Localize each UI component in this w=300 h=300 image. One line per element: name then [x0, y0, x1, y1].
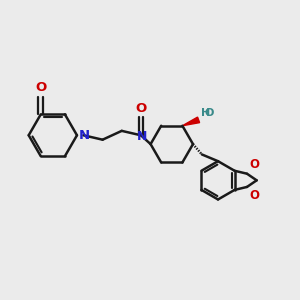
Text: O: O	[249, 158, 259, 171]
Text: O: O	[135, 102, 146, 115]
Text: O: O	[204, 108, 214, 118]
Text: O: O	[249, 189, 259, 202]
Text: O: O	[35, 81, 46, 94]
Text: N: N	[137, 130, 148, 142]
Text: N: N	[78, 129, 90, 142]
Polygon shape	[182, 117, 200, 126]
Text: H: H	[201, 107, 210, 118]
